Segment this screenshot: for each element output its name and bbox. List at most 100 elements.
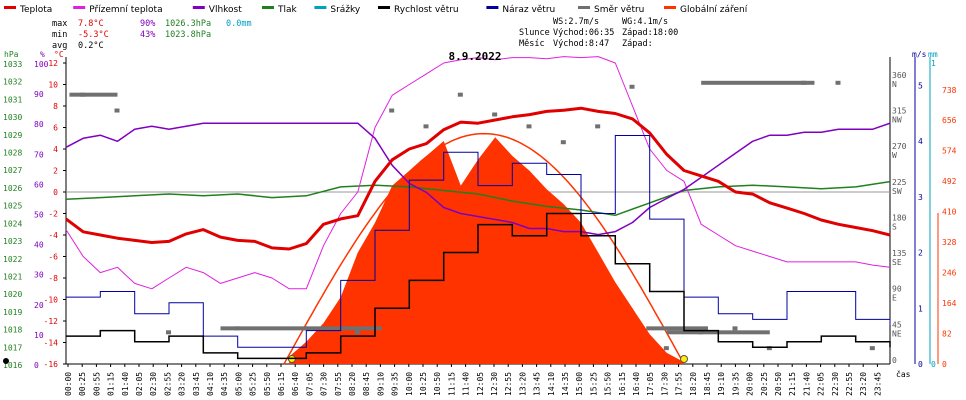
tick-dir-label: E (892, 294, 897, 303)
tick-pct: 80 (34, 120, 44, 129)
tick-hpa: 1019 (3, 308, 22, 317)
tick-pct: 10 (34, 331, 44, 340)
tick-time: 20:00 (746, 372, 755, 396)
tick-time: 19:35 (731, 372, 740, 396)
tick-dir-label: N (892, 80, 897, 89)
series-pressure (65, 180, 891, 217)
info-sun-set: Západ:18:00 (622, 28, 678, 38)
tick-time: 06:40 (291, 372, 300, 396)
stat-temp: 0.2°C (78, 41, 104, 51)
tick-time: 11:40 (462, 372, 471, 396)
tick-c: 2 (53, 167, 58, 176)
series-ground-temp (65, 56, 891, 290)
tick-rad: 0 (942, 360, 947, 369)
axis-unit-mm: mm (928, 50, 938, 59)
wind-direction-marker (457, 92, 463, 97)
wind-direction-marker (766, 346, 772, 351)
series-humidity (65, 122, 891, 236)
wind-direction-marker (389, 108, 395, 113)
tick-time: 17:05 (646, 372, 655, 396)
tick-time: 15:25 (589, 372, 598, 396)
tick-hpa: 1029 (3, 131, 22, 140)
axis-unit-c: °C (54, 50, 64, 59)
tick-mm: 1 (931, 59, 936, 68)
tick-hpa: 1023 (3, 237, 22, 246)
tick-time: 04:10 (206, 372, 215, 396)
tick-time: 06:15 (277, 372, 286, 396)
tick-time: 00:00 (64, 372, 73, 396)
tick-time: 22:55 (845, 372, 854, 396)
info-sun-rise: Východ:06:35 (553, 28, 614, 38)
tick-time: 12:05 (476, 372, 485, 396)
wind-direction-marker (835, 80, 841, 85)
wind-direction-bar (220, 326, 382, 331)
stat-pressure: 1026.3hPa (165, 19, 211, 29)
wind-direction-bar (701, 80, 815, 85)
tick-dir-label: W (892, 151, 897, 160)
tick-c: 0 (53, 188, 58, 197)
tick-time: 15:50 (604, 372, 613, 396)
tick-dir-label: SE (892, 258, 902, 267)
series-wind-gust (66, 135, 891, 348)
tick-pct: 50 (34, 211, 44, 220)
tick-time: 02:05 (135, 372, 144, 396)
tick-c: 10 (48, 81, 58, 90)
wind-direction-marker (166, 330, 171, 335)
info-moon-label: Měsíc (519, 39, 545, 49)
tick-hpa: 1016 (3, 361, 22, 370)
tick-time: 21:40 (802, 372, 811, 396)
wind-direction-marker (114, 108, 120, 113)
wind-direction-marker (869, 346, 875, 351)
tick-pct: 60 (34, 180, 44, 189)
tick-ms: 2 (918, 249, 923, 258)
tick-time: 02:55 (163, 372, 172, 396)
tick-c: 12 (48, 59, 58, 68)
series-temperature (65, 106, 891, 251)
wind-direction-marker (526, 124, 532, 129)
tick-dir: 180 (892, 213, 907, 222)
wind-direction-marker (492, 112, 498, 117)
sunset-marker (680, 355, 688, 363)
stat-rain: 0.0mm (226, 19, 252, 29)
stat-temp: -5.3°C (78, 30, 109, 40)
tick-time: 02:30 (149, 372, 158, 396)
tick-rad: 164 (942, 299, 957, 308)
wind-direction-marker (595, 124, 601, 129)
wind-direction-marker (732, 326, 738, 331)
tick-ms: 1 (918, 304, 923, 313)
tick-time: 11:15 (447, 372, 456, 396)
tick-time: 03:20 (178, 372, 187, 396)
tick-hpa: 1030 (3, 113, 22, 122)
tick-ms: 4 (918, 137, 923, 146)
tick-time: 01:15 (107, 372, 116, 396)
tick-time: 10:00 (405, 372, 414, 396)
wind-direction-marker (560, 140, 566, 145)
wind-direction-marker (354, 330, 360, 335)
tick-hpa: 1024 (3, 219, 22, 228)
tick-c: -8 (48, 274, 58, 283)
tick-hpa: 1021 (3, 272, 22, 281)
legend-label-press: Tlak (277, 5, 298, 15)
legend-label-dir: Směr větru (594, 5, 644, 15)
tick-rad: 246 (942, 269, 957, 278)
axis-unit-ms: m/s (912, 50, 927, 59)
legend-label-wind: Rychlost větru (394, 5, 459, 15)
stat-pressure: 1023.8hPa (165, 30, 211, 40)
tick-hpa: 1031 (3, 95, 22, 104)
stat-label: avg (52, 41, 67, 51)
tick-time: 19:10 (717, 372, 726, 396)
stat-temp: 7.8°C (78, 19, 104, 29)
tick-hpa: 1032 (3, 78, 22, 87)
tick-time: 08:20 (348, 372, 357, 396)
tick-time: 23:45 (873, 372, 882, 396)
legend-swatch-dew (73, 6, 86, 9)
tick-time: 12:55 (504, 372, 513, 396)
legend-swatch-temp (4, 6, 16, 9)
tick-hpa: 1033 (3, 60, 22, 69)
tick-hpa: 1017 (3, 343, 22, 352)
legend-label-dew: Přízemní teplota (89, 5, 162, 15)
tick-time: 03:45 (192, 372, 201, 396)
tick-c: -16 (44, 360, 59, 369)
tick-hpa: 1027 (3, 166, 22, 175)
tick-c: -6 (48, 253, 58, 262)
